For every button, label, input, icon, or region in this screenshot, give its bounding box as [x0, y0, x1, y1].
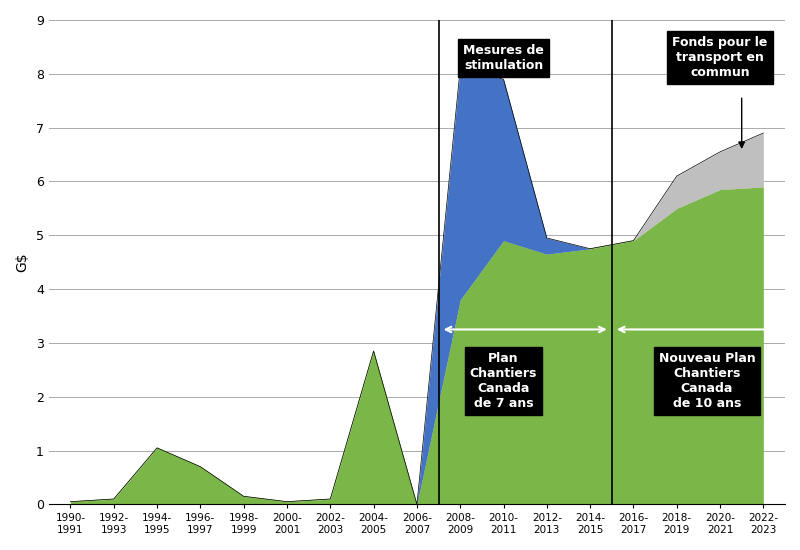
Text: Mesures de
stimulation: Mesures de stimulation: [463, 43, 544, 72]
Text: Nouveau Plan
Chantiers
Canada
de 10 ans: Nouveau Plan Chantiers Canada de 10 ans: [658, 351, 755, 410]
Y-axis label: G$: G$: [15, 252, 29, 272]
Text: Fonds pour le
transport en
commun: Fonds pour le transport en commun: [672, 36, 768, 79]
Text: Plan
Chantiers
Canada
de 7 ans: Plan Chantiers Canada de 7 ans: [470, 351, 538, 410]
